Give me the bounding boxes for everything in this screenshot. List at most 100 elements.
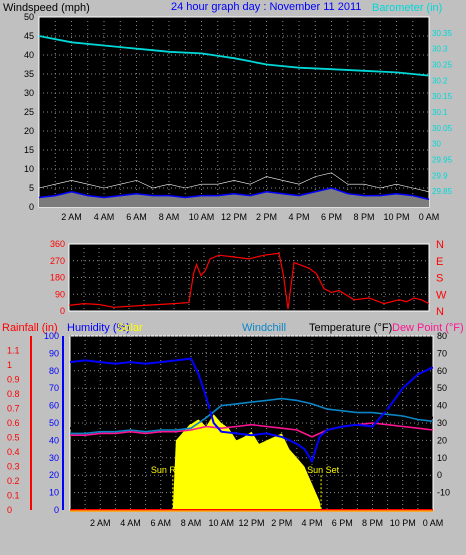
barometer-tick-label: 30.05 — [432, 124, 453, 133]
direction-line — [68, 252, 430, 310]
barometer-tick-label: 30.2 — [432, 76, 448, 85]
compass-label: N — [436, 239, 444, 251]
chart-title: 24 hour graph day : November 11 2011 — [171, 1, 361, 13]
temperature-tick-label: 30 — [437, 418, 447, 428]
wind-tick-label: 30 — [24, 88, 34, 98]
wind-area — [39, 188, 429, 207]
time-tick-label: 8 PM — [353, 212, 374, 222]
wind-tick-label: 10 — [24, 164, 34, 174]
barometer-tick-label: 29.95 — [432, 156, 453, 165]
humidity-tick-label: 0 — [54, 505, 59, 515]
temperature-line — [70, 394, 434, 430]
humidity-tick-label: 70 — [49, 383, 59, 393]
windchill-axis-title: Windchill — [242, 322, 286, 334]
direction-tick-label: 90 — [55, 289, 65, 299]
humidity-tick-label: 60 — [49, 401, 59, 411]
dewpoint-line — [70, 422, 434, 438]
time-tick-label: 6 PM — [332, 518, 353, 528]
time-tick-label: 0 AM — [419, 212, 440, 222]
time-tick-label: 8 AM — [159, 212, 180, 222]
dewpoint-axis-title: Dew Point (°F) — [392, 322, 464, 334]
temperature-tick-label: 70 — [437, 348, 447, 358]
humidity-tick-label: 90 — [49, 348, 59, 358]
time-tick-label: 10 PM — [383, 212, 409, 222]
barometer-tick-label: 30.3 — [432, 45, 448, 54]
barometer-tick-label: 30 — [432, 140, 441, 149]
sun-rise-label: Sun Rise — [151, 465, 188, 475]
humidity-tick-label: 40 — [49, 435, 59, 445]
barometer-tick-label: 30.15 — [432, 92, 453, 101]
time-tick-label: 10 AM — [189, 212, 215, 222]
gust-line — [38, 172, 430, 193]
wind-tick-label: 15 — [24, 145, 34, 155]
temperature-tick-label: 80 — [437, 331, 447, 341]
time-tick-label: 2 PM — [256, 212, 277, 222]
wind-tick-label: 20 — [24, 126, 34, 136]
direction-tick-label: 0 — [60, 306, 65, 316]
barometer-line — [38, 35, 430, 77]
wind-tick-label: 0 — [29, 202, 34, 212]
wind-tick-label: 5 — [29, 183, 34, 193]
time-tick-label: 2 PM — [271, 518, 292, 528]
rain-tick-label: 0.7 — [7, 404, 20, 414]
time-tick-label: 4 PM — [301, 518, 322, 528]
humidity-tick-label: 50 — [49, 418, 59, 428]
time-tick-label: 6 PM — [321, 212, 342, 222]
humidity-line — [69, 357, 434, 464]
temperature-tick-label: 20 — [437, 435, 447, 445]
humidity-axis-title: Humidity (%) — [67, 322, 130, 334]
direction-tick-label: 360 — [50, 239, 65, 249]
direction-tick-label: 270 — [50, 256, 65, 266]
temperature-tick-label: 50 — [437, 383, 447, 393]
rain-tick-label: 0.4 — [7, 447, 20, 457]
time-tick-label: 6 AM — [150, 518, 171, 528]
barometer-tick-label: 29.85 — [432, 187, 453, 196]
solar-axis-title: Solar — [117, 322, 143, 334]
time-tick-label: 2 AM — [61, 212, 82, 222]
compass-label: S — [436, 273, 443, 285]
humidity-tick-label: 30 — [49, 453, 59, 463]
barometer-tick-label: 29.9 — [432, 171, 448, 180]
direction-tick-label: 180 — [50, 273, 65, 283]
time-tick-label: 12 PM — [238, 518, 264, 528]
time-tick-label: 4 AM — [120, 518, 141, 528]
barometer-tick-label: 30.35 — [432, 29, 453, 38]
compass-label: E — [436, 256, 443, 268]
rain-tick-label: 0.5 — [7, 433, 20, 443]
time-tick-label: 8 AM — [181, 518, 202, 528]
wind-tick-label: 25 — [24, 107, 34, 117]
time-tick-label: 4 AM — [94, 212, 115, 222]
windchill-line — [70, 397, 434, 435]
temperature-tick-label: -10 — [437, 488, 450, 498]
barometer-tick-label: 30.25 — [432, 61, 453, 70]
rain-axis-title: Rainfall (in) — [2, 322, 58, 334]
wind-tick-label: 50 — [24, 12, 34, 22]
humidity-tick-label: 100 — [44, 331, 59, 341]
barometer-axis-title: Barometer (in) — [372, 2, 442, 14]
temperature-plot: 0 0.1 0.2 0.3 0.4 0.5 0.6 0.7 0.8 0.9 1 1.1 0 10 20 30 4… — [7, 331, 450, 528]
time-tick-label: 6 AM — [126, 212, 147, 222]
compass-label: N — [436, 306, 444, 318]
sun-set-label: Sun Set — [307, 465, 340, 475]
temperature-axis-title: Temperature (°F) — [309, 322, 392, 334]
humidity-tick-label: 20 — [49, 470, 59, 480]
time-tick-label: 10 AM — [208, 518, 234, 528]
rain-tick-label: 0.3 — [7, 462, 20, 472]
humidity-tick-label: 80 — [49, 366, 59, 376]
time-tick-label: 0 AM — [423, 518, 444, 528]
time-tick-label: 12 PM — [221, 212, 247, 222]
rain-tick-label: 1.1 — [7, 346, 20, 356]
temperature-tick-label: 0 — [437, 470, 442, 480]
rain-tick-label: 0.2 — [7, 476, 20, 486]
time-tick-label: 8 PM — [362, 518, 383, 528]
rain-tick-label: 0.6 — [7, 418, 20, 428]
temperature-tick-label: 40 — [437, 401, 447, 411]
wind-tick-label: 45 — [24, 31, 34, 41]
rain-tick-label: 0 — [7, 505, 12, 515]
barometer-tick-label: 30.1 — [432, 108, 448, 117]
wind-tick-label: 35 — [24, 69, 34, 79]
time-tick-label: 2 AM — [90, 518, 111, 528]
